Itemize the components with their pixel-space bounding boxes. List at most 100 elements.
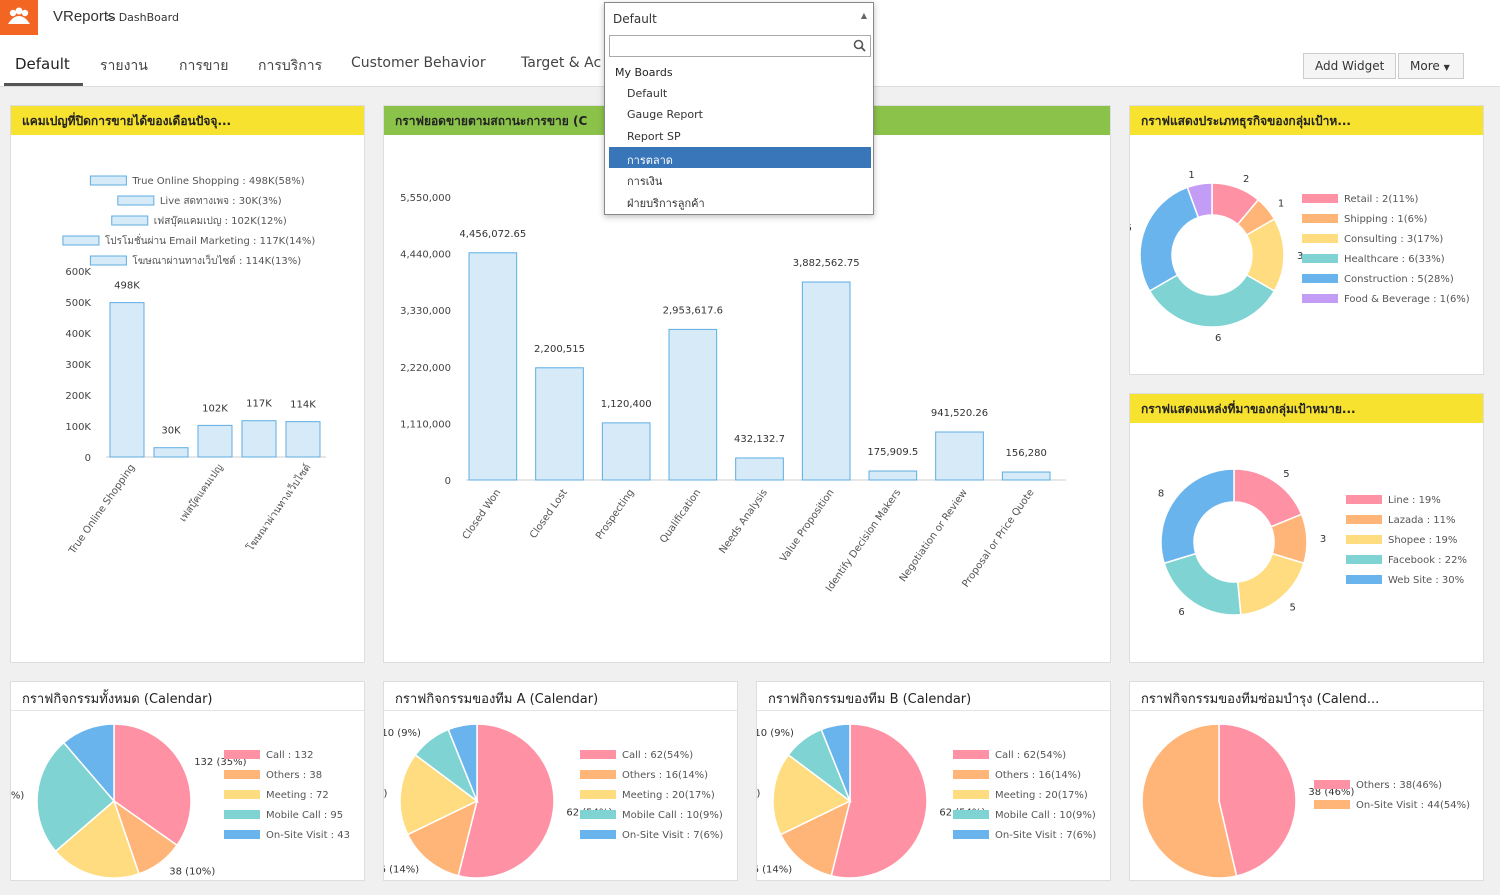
- legend-label: Facebook : 22%: [1388, 555, 1467, 566]
- panel-title[interactable]: กราฟกิจกรรมของทีม A (Calendar): [384, 682, 737, 711]
- legend-label: Others : 16(14%): [995, 770, 1081, 781]
- panel-maintenance-activities: กราฟกิจกรรมของทีมซ่อมบำรุง (Calend... 38…: [1129, 681, 1484, 881]
- tab-customer-behavior[interactable]: Customer Behavior: [351, 55, 486, 71]
- legend-label: โปรโมชั่นผ่าน Email Marketing : 117K(14%…: [105, 233, 315, 247]
- x-tick-label: True Online Shopping: [67, 462, 138, 557]
- tab-service[interactable]: การบริการ: [258, 58, 323, 74]
- slice-label: 38 (46%): [1308, 787, 1354, 798]
- legend-label: Mobile Call : 10(9%): [622, 810, 723, 821]
- bar: [601, 422, 651, 481]
- bar-value-label: 2,953,617.6: [663, 305, 723, 316]
- legend-swatch: [1346, 575, 1382, 584]
- legend-swatch: [224, 830, 260, 839]
- board-option[interactable]: ฝ่ายบริการลูกค้า: [627, 197, 705, 210]
- slice-label: 8: [1158, 489, 1164, 500]
- y-tick-label: 2,220,000: [400, 363, 451, 374]
- maintenance-pie-chart: 38 (46%)4%)Others : 38(46%)On-Site Visit…: [1141, 723, 1470, 879]
- app-name[interactable]: VReports: [53, 8, 116, 25]
- slice-label: 38 (10%): [169, 867, 215, 878]
- pie-slice: [830, 723, 928, 879]
- legend-label: Healthcare : 6(33%): [1344, 254, 1445, 265]
- legend-swatch: [953, 810, 989, 819]
- team-b-pie-chart: 62 (54%)16 (14%)17%)10 (9%)Call : 62(54%…: [757, 723, 1096, 879]
- pie-slice: [820, 723, 851, 802]
- legend-swatch: [1314, 800, 1350, 809]
- add-widget-button[interactable]: Add Widget: [1303, 53, 1397, 79]
- bar: [1001, 471, 1051, 481]
- panel-title[interactable]: กราฟกิจกรรมทั้งหมด (Calendar): [11, 682, 364, 711]
- legend-swatch: [224, 750, 260, 759]
- x-tick-label: Value Proposition: [778, 487, 836, 564]
- panel-title[interactable]: กราฟแสดงแหล่งที่มาของกลุ่มเป้าหมาย...: [1130, 394, 1483, 423]
- legend-label: Mobile Call : 10(9%): [995, 810, 1096, 821]
- legend-label: Food & Beverage : 1(6%): [1344, 294, 1470, 305]
- legend-label: On-Site Visit : 44(54%): [1356, 800, 1470, 811]
- tab-default[interactable]: Default: [15, 55, 70, 73]
- panel-title[interactable]: แคมเปญที่ปิดการขายได้ของเดือนปัจจุ...: [11, 106, 364, 135]
- bar: [241, 420, 277, 458]
- legend-swatch: [1302, 234, 1338, 243]
- legend-label: Consulting : 3(17%): [1344, 234, 1443, 245]
- legend-swatch: [1314, 780, 1350, 789]
- more-label: More: [1410, 59, 1440, 73]
- bar: [535, 367, 584, 481]
- bar: [935, 431, 984, 481]
- board-option-selected[interactable]: การตลาด: [609, 147, 871, 168]
- slice-label: 5: [1289, 602, 1295, 613]
- panel-team-b-activities: กราฟกิจกรรมของทีม B (Calendar) 62 (54%)1…: [756, 681, 1111, 881]
- pie-slice: [399, 753, 479, 836]
- team-a-pie-chart: 62 (54%)16 (14%)17%)10 (9%)Call : 62(54%…: [384, 723, 723, 879]
- slice-label: 3: [1320, 534, 1326, 545]
- pie-slice: [1139, 186, 1200, 293]
- board-select-value[interactable]: Default: [613, 12, 657, 26]
- legend-swatch: [1346, 495, 1382, 504]
- app-logo[interactable]: [0, 0, 38, 35]
- tab-report[interactable]: รายงาน: [100, 58, 148, 74]
- bar-value-label: 3,882,562.75: [793, 258, 860, 269]
- y-tick-label: 1,110,000: [400, 419, 451, 430]
- legend-label: Lazada : 11%: [1388, 515, 1456, 526]
- bar: [197, 424, 233, 458]
- y-tick-label: 300K: [65, 360, 91, 371]
- panel-sales-stage: กราฟยอดขายตามสถานะการขาย (C 0 1,110,000 2,…: [383, 105, 1111, 663]
- x-tick-label: Prospecting: [594, 487, 637, 541]
- board-option[interactable]: Report SP: [627, 130, 681, 143]
- pie-slice: [1218, 723, 1297, 877]
- legend-label: Others : 38(46%): [1356, 780, 1442, 791]
- bar-value-label: 432,132.7: [734, 434, 785, 445]
- bar-value-label: 941,520.26: [931, 408, 988, 419]
- slice-label: 6: [1178, 607, 1184, 618]
- more-button[interactable]: More ▼: [1398, 53, 1464, 79]
- caret-up-icon[interactable]: ▲: [860, 11, 867, 20]
- legend-swatch: [1346, 515, 1382, 524]
- legend-swatch: [580, 770, 616, 779]
- legend-label: On-Site Visit : 7(6%): [622, 830, 723, 841]
- pie-slice: [36, 741, 116, 853]
- y-tick-label: 4,440,000: [400, 250, 451, 261]
- business-type-donut-chart: 2 1 3 6 5 1 Retail : 2(11%) Shipping : 1(6%) Con…: [1130, 170, 1470, 344]
- legend-swatch: [89, 255, 127, 266]
- bar: [153, 447, 189, 458]
- panel-title[interactable]: กราฟแสดงประเภทธุรกิจของกลุ่มเป้าห...: [1130, 106, 1483, 135]
- bar-value-label: 175,909.5: [867, 447, 918, 458]
- slice-label: 1: [1278, 198, 1284, 209]
- legend-swatch: [580, 830, 616, 839]
- bar: [468, 252, 518, 481]
- board-search-input[interactable]: [609, 35, 871, 57]
- legend-swatch: [953, 790, 989, 799]
- x-tick-label: Closed Lost: [528, 487, 570, 540]
- y-tick-label: 3,330,000: [400, 306, 451, 317]
- board-option[interactable]: Gauge Report: [627, 108, 703, 121]
- bar: [735, 457, 784, 481]
- panel-title[interactable]: กราฟกิจกรรมของทีม B (Calendar): [757, 682, 1110, 711]
- panel-title[interactable]: กราฟกิจกรรมของทีมซ่อมบำรุง (Calend...: [1130, 682, 1483, 711]
- board-option[interactable]: Default: [627, 87, 668, 100]
- tab-sales[interactable]: การขาย: [179, 58, 229, 74]
- bar: [285, 421, 321, 458]
- slice-label: 16 (14%): [757, 864, 792, 875]
- board-select-dropdown[interactable]: Default ▲ My Boards Default Gauge Report…: [604, 2, 874, 215]
- people-icon: [8, 7, 30, 24]
- legend-swatch: [224, 810, 260, 819]
- tab-target[interactable]: Target & Ac: [521, 55, 602, 71]
- board-option[interactable]: การเงิน: [627, 175, 663, 188]
